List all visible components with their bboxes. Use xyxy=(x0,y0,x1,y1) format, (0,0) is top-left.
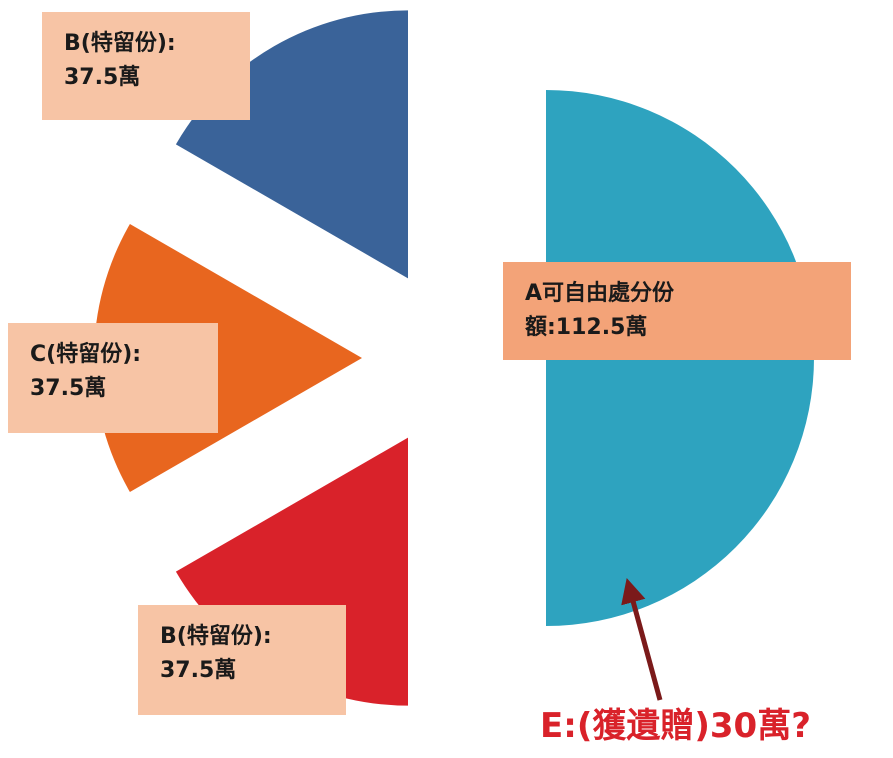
annotation-arrow xyxy=(621,577,663,701)
data-label: B(特留份): xyxy=(160,623,272,649)
label-box xyxy=(503,262,851,360)
label-box xyxy=(138,605,346,715)
data-label: B(特留份): xyxy=(64,30,176,56)
data-label: 37.5萬 xyxy=(64,65,140,90)
data-label: 額:112.5萬 xyxy=(525,314,647,340)
label-box xyxy=(42,12,250,120)
data-label: 37.5萬 xyxy=(160,658,236,683)
data-label: A可自由處分份 xyxy=(525,280,675,306)
annotation: E:(獲遺贈)30萬? xyxy=(540,706,811,746)
data-label: C(特留份): xyxy=(30,341,141,367)
data-label: 37.5萬 xyxy=(30,376,106,401)
label-box xyxy=(8,323,218,433)
